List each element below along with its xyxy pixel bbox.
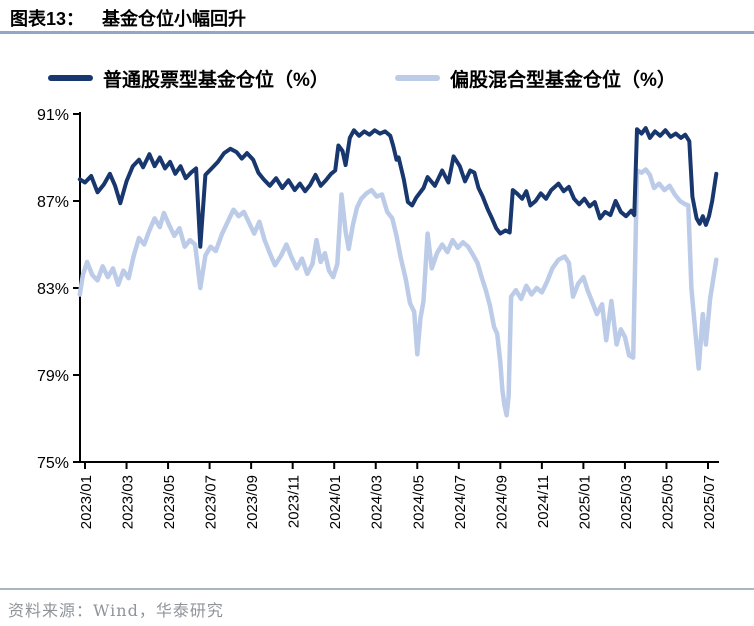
footer-divider	[0, 588, 754, 590]
legend-swatch-dark-line	[48, 75, 93, 81]
x-tick-label: 2025/01	[576, 475, 593, 529]
x-tick-label: 2023/01	[78, 475, 95, 529]
legend-label-ordinary-stock-fund: 普通股票型基金仓位（%）	[103, 69, 329, 91]
x-tick-label: 2025/07	[701, 475, 718, 529]
y-tick-label: 91%	[37, 107, 69, 124]
y-tick-label: 83%	[37, 281, 69, 298]
series-line-partial-equity-hybrid-fund	[77, 167, 719, 418]
y-tick-label: 79%	[37, 368, 69, 385]
legend-label-partial-equity-hybrid-fund: 偏股混合型基金仓位（%）	[450, 69, 676, 91]
title-divider	[0, 31, 754, 34]
x-tick-label: 2023/09	[244, 475, 261, 529]
y-tick-label: 87%	[37, 194, 69, 211]
page-title: 基金仓位小幅回升	[102, 9, 247, 29]
legend-swatch-light-line	[395, 75, 440, 81]
series-line-ordinary-stock-fund	[77, 126, 719, 249]
legend-item-partial-equity-hybrid-fund: 偏股混合型基金仓位（%）	[395, 66, 676, 91]
source-note: 资料来源：Wind，华泰研究	[8, 601, 224, 620]
legend-item-ordinary-stock-fund: 普通股票型基金仓位（%）	[48, 66, 329, 91]
x-tick-label: 2025/03	[618, 475, 635, 529]
x-tick-label: 2023/05	[161, 475, 178, 529]
x-tick-label: 2023/07	[203, 475, 220, 529]
x-tick-label: 2023/11	[286, 475, 303, 528]
x-tick-label: 2024/03	[369, 475, 386, 529]
x-tick-label: 2024/05	[410, 475, 427, 529]
x-tick-label: 2024/09	[493, 475, 510, 529]
x-tick-label: 2025/05	[659, 475, 676, 529]
figure-header: 图表13： 基金仓位小幅回升	[10, 5, 246, 31]
figure-label: 图表13：	[10, 9, 85, 29]
x-tick-label: 2024/07	[452, 475, 469, 529]
x-tick-label: 2023/03	[120, 475, 137, 529]
x-tick-label: 2024/11	[535, 475, 552, 528]
x-tick-label: 2024/01	[327, 475, 344, 529]
y-tick-label: 75%	[37, 455, 69, 472]
